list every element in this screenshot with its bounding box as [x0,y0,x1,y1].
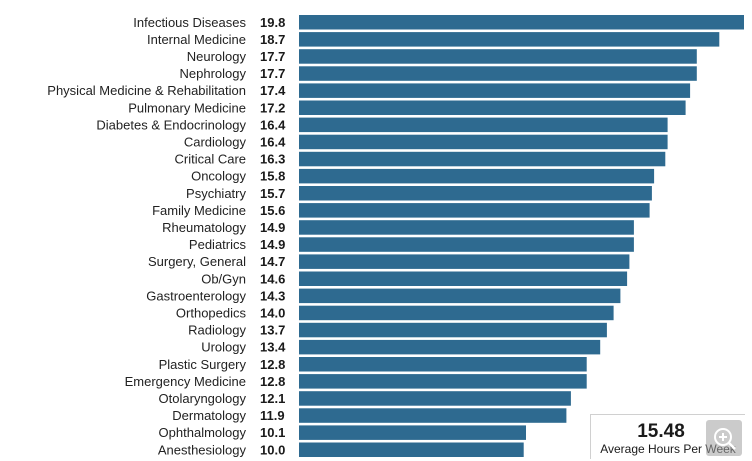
category-label: Emergency Medicine [125,374,246,389]
value-label: 17.4 [260,83,286,98]
bar [299,134,668,150]
bar [299,66,697,81]
category-label: Pediatrics [189,237,247,252]
zoom-button[interactable] [706,420,742,456]
category-label: Family Medicine [152,203,246,218]
category-label: Infectious Diseases [133,15,246,30]
category-label: Gastroenterology [146,288,246,303]
average-label: Average Hours Per Week [600,442,736,456]
bar [299,83,691,98]
value-label: 14.6 [260,271,285,286]
value-label: 15.8 [260,169,285,184]
bar [299,442,524,457]
bar [299,237,634,252]
bar [299,186,652,201]
value-label: 14.7 [260,254,285,269]
bar [299,408,567,423]
value-label: 10.0 [260,442,285,457]
category-label: Otolaryngology [159,391,247,406]
value-label: 10.1 [260,425,285,440]
bar [299,32,720,47]
bar [299,151,666,167]
bar [299,374,587,389]
value-label: 12.1 [260,391,285,406]
bar [299,254,630,269]
bar [299,425,526,440]
value-label: 12.8 [260,374,285,389]
value-label: 19.8 [260,15,285,30]
value-label: 14.9 [260,220,285,235]
value-label: 16.4 [260,117,286,132]
category-label: Internal Medicine [147,32,246,47]
category-label: Cardiology [184,134,247,149]
bar [299,117,668,133]
category-label: Neurology [187,49,247,64]
value-label: 12.8 [260,357,285,372]
category-label: Ophthalmology [159,425,247,440]
category-label: Plastic Surgery [159,357,247,372]
bar [299,220,634,235]
value-label: 13.7 [260,323,285,338]
value-label: 13.4 [260,340,286,355]
category-label: Nephrology [180,66,247,81]
bar [299,305,614,321]
value-label: 14.3 [260,288,285,303]
category-label: Diabetes & Endocrinology [96,117,246,132]
category-label: Anesthesiology [158,442,247,457]
value-label: 15.7 [260,186,285,201]
bar [299,203,650,218]
bar [299,15,744,30]
value-label: 14.9 [260,237,285,252]
category-label: Dermatology [172,408,246,423]
value-label: 11.9 [260,408,285,423]
category-label: Physical Medicine & Rehabilitation [47,83,246,98]
zoom-in-icon [714,428,736,450]
value-label: 15.6 [260,203,285,218]
category-label: Radiology [188,323,246,338]
value-label: 14.0 [260,305,285,320]
value-label: 18.7 [260,32,285,47]
bar [299,271,628,286]
bar [299,168,655,184]
value-label: 17.2 [260,100,285,115]
bar [299,357,587,372]
bar [299,49,697,64]
category-label: Ob/Gyn [201,271,246,286]
value-label: 16.4 [260,134,286,149]
bar [299,339,601,355]
value-label: 17.7 [260,49,285,64]
category-label: Orthopedics [176,305,247,320]
bar [299,322,607,338]
category-label: Rheumatology [162,220,246,235]
average-value: 15.48 [637,421,685,442]
bar [299,100,686,115]
category-label: Urology [201,340,246,355]
category-label: Pulmonary Medicine [128,100,246,115]
value-label: 16.3 [260,152,285,167]
bar [299,391,571,406]
category-label: Psychiatry [186,186,246,201]
bar [299,288,621,304]
category-label: Surgery, General [148,254,246,269]
category-label: Oncology [191,169,246,184]
category-label: Critical Care [174,152,246,167]
value-label: 17.7 [260,66,285,81]
